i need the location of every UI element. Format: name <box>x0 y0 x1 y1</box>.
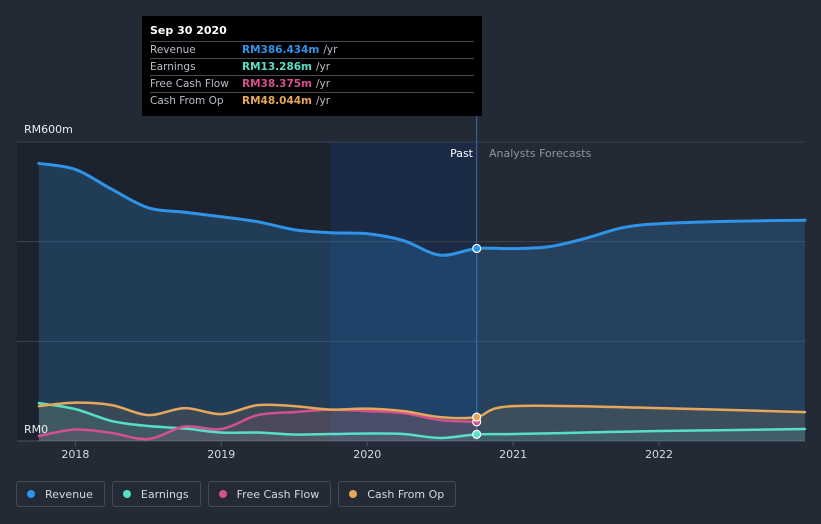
legend-label: Cash From Op <box>367 487 445 501</box>
x-tick-label: 2018 <box>61 448 89 461</box>
tooltip-name: Free Cash Flow <box>150 78 229 90</box>
legend-dot-icon <box>218 490 227 498</box>
marker-revenue <box>472 243 482 254</box>
legend-label: Revenue <box>45 487 93 501</box>
y-axis-max-label: RM600m <box>24 123 73 136</box>
legend-item-cash-from-op[interactable]: Cash From Op <box>338 481 457 507</box>
x-tick-label: 2019 <box>207 448 235 461</box>
tooltip-value: RM38.375m <box>242 78 312 90</box>
tooltip-unit: /yr <box>316 95 331 107</box>
legend: Revenue Earnings Free Cash Flow Cash Fro… <box>16 481 457 507</box>
tooltip-name: Earnings <box>150 61 196 73</box>
area-earnings <box>38 403 805 441</box>
x-tick-label: 2022 <box>645 448 673 461</box>
highlight-region <box>330 142 477 441</box>
legend-dot-icon <box>27 490 35 498</box>
legend-label: Earnings <box>140 487 189 501</box>
legend-dot-icon <box>122 490 131 498</box>
tooltip: Sep 30 2020 Revenue RM386.434m /yr Earni… <box>142 16 482 116</box>
tooltip-row-earnings: Earnings RM13.286m /yr <box>150 58 474 75</box>
legend-item-free-cash-flow[interactable]: Free Cash Flow <box>207 481 332 507</box>
y-axis-min-label: RM0 <box>24 423 48 436</box>
tooltip-value: RM48.044m <box>242 95 312 107</box>
area-revenue <box>38 163 805 441</box>
tooltip-row-free-cash-flow: Free Cash Flow RM38.375m /yr <box>150 75 474 92</box>
tooltip-row-revenue: Revenue RM386.434m /yr <box>150 41 474 58</box>
tooltip-name: Cash From Op <box>150 95 224 107</box>
legend-label: Free Cash Flow <box>236 487 320 501</box>
tooltip-row-cash-from-op: Cash From Op RM48.044m /yr <box>150 92 474 109</box>
tooltip-unit: /yr <box>316 61 331 73</box>
line-cash-from-op <box>37 401 807 420</box>
legend-item-earnings[interactable]: Earnings <box>111 481 201 507</box>
tooltip-value: RM386.434m <box>242 44 320 56</box>
line-free-cash-flow <box>37 408 478 441</box>
tooltip-unit: /yr <box>323 44 338 56</box>
tooltip-date: Sep 30 2020 <box>150 24 227 37</box>
marker-cash-from-op <box>472 412 482 422</box>
x-tick-label: 2021 <box>499 448 527 461</box>
line-earnings <box>37 401 807 440</box>
legend-item-revenue[interactable]: Revenue <box>16 481 105 507</box>
marker-earnings <box>472 429 482 439</box>
legend-dot-icon <box>349 490 358 498</box>
tooltip-unit: /yr <box>316 78 331 90</box>
tooltip-name: Revenue <box>150 44 196 56</box>
tooltip-value: RM13.286m <box>242 61 312 73</box>
past-label: Past <box>450 147 474 160</box>
x-tick-label: 2020 <box>353 448 381 461</box>
line-revenue <box>37 161 807 257</box>
forecast-label: Analysts Forecasts <box>489 147 592 160</box>
